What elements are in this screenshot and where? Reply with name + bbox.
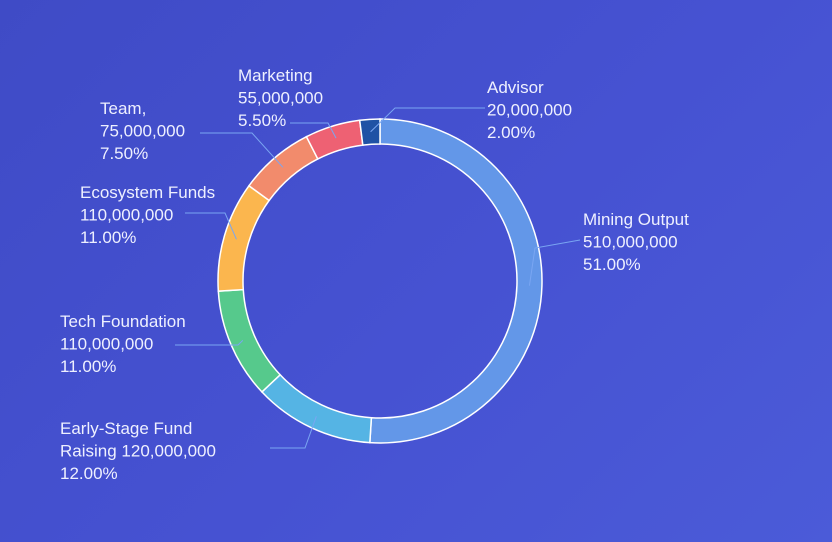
leader-lines xyxy=(175,107,581,449)
slice-label-line: 11.00% xyxy=(80,228,136,247)
slice-labels: Mining Output 510,000,000 51.00% Early-Stag… xyxy=(60,66,689,483)
slice-label-ecosystem-funds: Ecosystem Funds 110,000,000 11.00% xyxy=(80,183,215,247)
slice-label-line: 110,000,000 xyxy=(80,206,173,225)
slice-label-line: 51.00% xyxy=(583,255,641,274)
leader-line-tech-foundation xyxy=(175,340,244,346)
slice-label-line: Early-Stage Fund xyxy=(60,419,192,438)
slice-label-line: 110,000,000 xyxy=(60,335,153,354)
donut-slices xyxy=(217,118,543,444)
slice-label-line: Advisor xyxy=(487,78,544,97)
slice-advisor xyxy=(358,118,381,146)
slice-tech-foundation xyxy=(217,288,282,393)
leader-line-early-stage-fund-raising xyxy=(270,416,317,449)
slice-label-line: Tech Foundation xyxy=(60,312,186,331)
slice-ecosystem-funds xyxy=(217,184,271,292)
leader-line-team xyxy=(200,132,284,168)
slice-label-line: 75,000,000 xyxy=(100,122,185,141)
slice-team xyxy=(247,135,319,202)
slice-mining-output xyxy=(369,118,543,444)
slice-label-line: 55,000,000 xyxy=(238,89,323,108)
slice-label-line: Mining Output xyxy=(583,210,689,229)
slice-label-line: 5.50% xyxy=(238,111,286,130)
slice-label-line: 12.00% xyxy=(60,464,118,483)
slice-label-line: Marketing xyxy=(238,66,313,85)
slice-label-line: 2.00% xyxy=(487,123,535,142)
slice-label-line: 7.50% xyxy=(100,144,148,163)
slice-label-advisor: Advisor 20,000,000 2.00% xyxy=(487,78,572,142)
slice-label-mining-output: Mining Output 510,000,000 51.00% xyxy=(583,210,689,274)
slice-label-tech-foundation: Tech Foundation 110,000,000 11.00% xyxy=(60,312,186,376)
slice-label-line: 20,000,000 xyxy=(487,101,572,120)
leader-line-mining-output xyxy=(528,239,581,286)
leader-line-advisor xyxy=(370,107,485,133)
slice-label-marketing: Marketing 55,000,000 5.50% xyxy=(238,66,323,130)
slice-label-team: Team, 75,000,000 7.50% xyxy=(100,99,185,163)
slice-label-line: 11.00% xyxy=(60,357,116,376)
slice-label-line: Raising 120,000,000 xyxy=(60,442,216,461)
slice-label-early-stage-fund-raising: Early-Stage Fund Raising 120,000,000 12.00… xyxy=(60,419,216,483)
slice-label-line: 510,000,000 xyxy=(583,233,678,252)
slice-marketing xyxy=(305,119,364,160)
slice-early-stage-fund-raising xyxy=(260,373,373,444)
slice-label-line: Team, xyxy=(100,99,146,118)
leader-line-marketing xyxy=(290,122,337,139)
leader-line-ecosystem-funds xyxy=(185,212,237,240)
slice-label-line: Ecosystem Funds xyxy=(80,183,215,202)
